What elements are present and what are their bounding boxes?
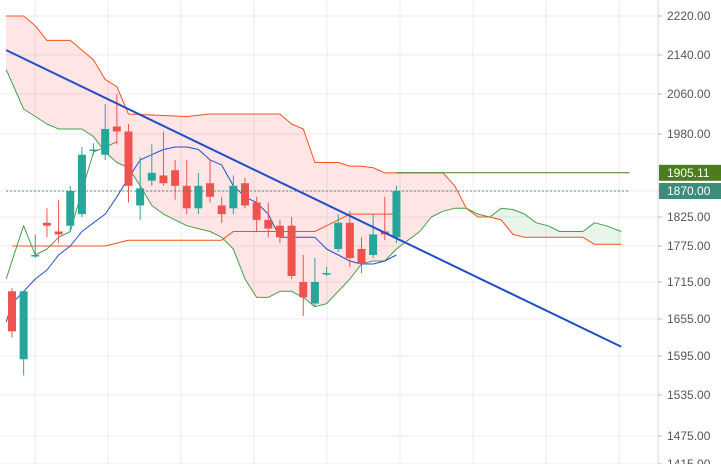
candle-body [8, 291, 16, 332]
grid [0, 0, 659, 465]
candle-body [77, 154, 86, 215]
candle [31, 234, 40, 258]
candle [124, 124, 133, 203]
ichimoku-kijun [12, 213, 397, 247]
candle [252, 196, 261, 232]
y-tick-label: 2140.00 [667, 48, 711, 62]
candle-body [275, 225, 284, 238]
candle-body [345, 222, 354, 258]
price-label: 1905.11 [659, 164, 721, 181]
candle [194, 172, 203, 215]
price-label-background [659, 164, 721, 181]
candle [159, 131, 168, 186]
candles [8, 94, 401, 376]
y-tick-label: 1595.00 [667, 349, 711, 363]
candle-body [194, 185, 203, 209]
candle-body [19, 291, 28, 360]
y-tick-label: 1475.00 [667, 429, 711, 443]
candle-body [136, 188, 145, 206]
y-tick-label: 1825.00 [667, 210, 711, 224]
ichimoku-span-b [6, 15, 622, 245]
candle-body [66, 191, 75, 226]
ichimoku-chikou [5, 141, 118, 280]
candle [275, 219, 284, 244]
candle [322, 267, 331, 276]
trend-line [5, 49, 622, 348]
y-tick-label: 2060.00 [667, 87, 711, 101]
candle [66, 185, 75, 232]
cloud-bullish [466, 208, 622, 245]
candle-body [334, 222, 343, 249]
y-tick-label: 1535.00 [667, 388, 711, 402]
candle-body [101, 129, 110, 155]
y-tick-label: 1655.00 [667, 312, 711, 326]
candle [345, 211, 354, 267]
y-tick-label: 2220.00 [667, 9, 711, 23]
candle [89, 143, 98, 155]
candle-body [89, 149, 98, 152]
candle-body [322, 273, 331, 275]
y-tick-label: 1775.00 [667, 239, 711, 253]
overlays [5, 49, 630, 348]
candle-body [369, 234, 378, 255]
y-tick-label: 1980.00 [667, 127, 711, 141]
y-tick-label: 1415.00 [667, 457, 711, 464]
candle [299, 255, 308, 316]
candle-body [217, 205, 226, 215]
candle [287, 217, 296, 279]
candle-body [252, 202, 261, 220]
candle-body [299, 282, 308, 298]
candle [206, 159, 215, 203]
candle [392, 185, 401, 244]
candle [241, 178, 249, 209]
candle-body [264, 219, 273, 229]
candle-body [206, 183, 215, 197]
candle [369, 214, 378, 258]
candle-body [229, 185, 238, 209]
candle-body [42, 222, 51, 226]
candle-body [147, 172, 156, 181]
candle-body [124, 131, 133, 186]
candle-body [112, 126, 121, 132]
candle [171, 159, 180, 200]
candle [357, 237, 366, 273]
candle-body [171, 170, 180, 186]
candle [19, 291, 28, 376]
candle [264, 202, 273, 238]
candle [101, 104, 110, 160]
candle [182, 159, 191, 215]
candle [217, 196, 226, 223]
candle-body [182, 185, 191, 209]
candle [77, 146, 86, 217]
candle [42, 208, 51, 238]
candle-body [357, 249, 366, 264]
price-label-text: 1870.00 [667, 184, 711, 198]
candle-body [159, 175, 168, 184]
candle [334, 214, 343, 252]
y-axis: 1415.00 1475.00 1535.00 1595.00 1655.00 1715.… [658, 9, 721, 469]
candle-body [392, 191, 401, 238]
candle-body [310, 282, 319, 304]
candle [147, 144, 156, 186]
ichimoku-cloud [6, 16, 622, 307]
candle [54, 199, 63, 244]
candle-body [54, 231, 63, 235]
price-label-background [659, 183, 721, 199]
candle [8, 288, 16, 338]
candle-body [31, 255, 40, 257]
y-tick-label: 1715.00 [667, 275, 711, 289]
price-label: 1870.00 [659, 183, 721, 199]
candle-body [287, 225, 296, 276]
candle [229, 175, 238, 215]
price-label-text: 1905.11 [667, 166, 710, 180]
candle-body [241, 183, 249, 206]
ichimoku-tenkan [5, 146, 397, 323]
candle [310, 258, 319, 307]
indicator-lines [5, 15, 622, 323]
candle [136, 157, 145, 220]
